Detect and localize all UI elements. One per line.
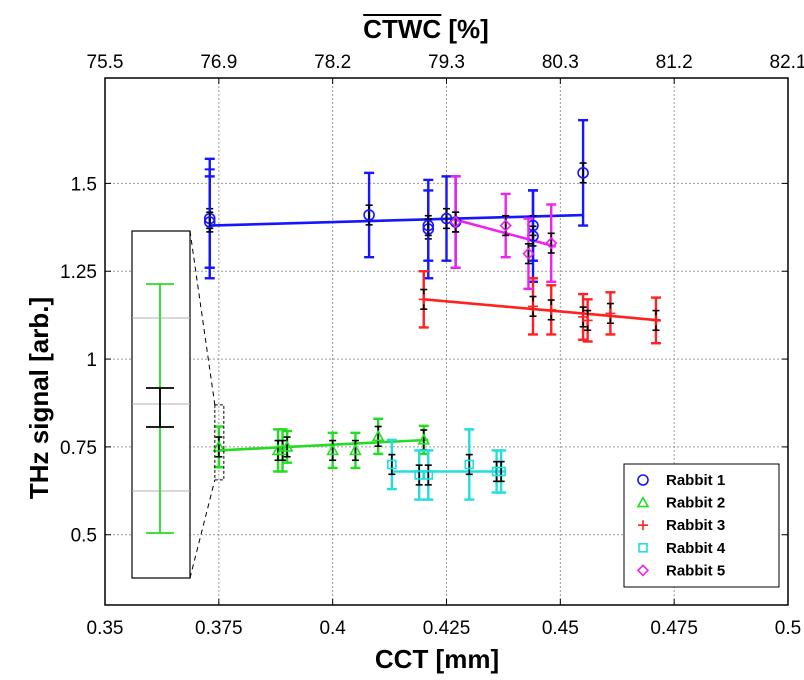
inset-source-box bbox=[214, 404, 225, 481]
legend: Rabbit 1 Rabbit 2 Rabbit 3 Rabbit 4 Rabbit 5 bbox=[623, 463, 780, 588]
top-tick-label: 81.2 bbox=[656, 52, 693, 73]
x-tick-label: 0.4 bbox=[319, 618, 346, 639]
rabbit-1-point bbox=[577, 167, 589, 179]
rabbit-2-point bbox=[280, 440, 294, 452]
y-tick-label: 1 bbox=[86, 350, 97, 371]
rabbit-5-legend-marker bbox=[636, 564, 650, 577]
x-tick-label: 0.475 bbox=[650, 618, 698, 639]
rabbit-2-point bbox=[212, 440, 226, 452]
x-tick-label: 0.45 bbox=[542, 618, 579, 639]
top-tick-label: 76.9 bbox=[200, 52, 237, 73]
top-axis-label-unit: [%] bbox=[441, 14, 489, 44]
rabbit-2-point bbox=[417, 433, 431, 445]
rabbit-3-point bbox=[650, 315, 661, 326]
rabbit-5-point bbox=[545, 236, 558, 250]
rabbit-4-point bbox=[414, 470, 424, 480]
rabbit-1-legend-label: Rabbit 1 bbox=[666, 472, 725, 489]
tick-labels: 0.35 0.375 0.4 0.425 0.45 0.475 0.5 75.5 76.9 78.… bbox=[60, 52, 804, 639]
rabbit-2-point bbox=[326, 443, 340, 456]
y-tick-label: 0.5 bbox=[71, 526, 97, 547]
rabbit-3-point bbox=[418, 294, 429, 305]
fit-lines bbox=[209, 213, 661, 473]
y-axis-label: THz signal [arb.] bbox=[24, 297, 54, 499]
rabbit-4-point bbox=[496, 466, 506, 477]
rabbit-5-point bbox=[522, 247, 535, 260]
rabbit-4-point bbox=[387, 459, 397, 470]
rabbit-3-fit-line bbox=[423, 298, 661, 322]
rabbit-3-point bbox=[546, 304, 557, 315]
rabbit-3-series bbox=[418, 270, 661, 345]
rabbit-1-point bbox=[422, 219, 435, 232]
rabbit-2-series bbox=[212, 417, 431, 473]
rabbit-1-legend-marker bbox=[637, 474, 649, 486]
rabbit-2-point bbox=[276, 443, 289, 456]
x-axis-label: CCT [mm] bbox=[375, 644, 499, 674]
top-tick-label: 80.3 bbox=[542, 52, 579, 73]
rabbit-5-point bbox=[449, 215, 462, 229]
x-tick-label: 0.375 bbox=[195, 618, 243, 639]
inset-connector-bottom bbox=[189, 479, 216, 579]
inset-connector-top bbox=[189, 230, 216, 405]
rabbit-2-point bbox=[349, 443, 362, 456]
rabbit-5-series bbox=[449, 175, 558, 290]
x-tick-label: 0.35 bbox=[87, 618, 124, 639]
inset-zoom bbox=[131, 230, 225, 579]
y-tick-label: 1.5 bbox=[71, 174, 97, 195]
top-tick-label: 78.2 bbox=[314, 52, 351, 73]
rabbit-4-point bbox=[423, 470, 434, 480]
rabbit-2-legend-marker bbox=[636, 495, 650, 508]
legend-box bbox=[623, 463, 780, 588]
rabbit-5-point bbox=[499, 219, 512, 232]
top-axis-label-main: CTWC bbox=[363, 14, 441, 44]
rabbit-4-series bbox=[386, 428, 507, 501]
rabbit-5-fit-line bbox=[450, 217, 557, 248]
rabbit-1-point bbox=[203, 216, 216, 228]
rabbit-1-fit-line bbox=[209, 213, 584, 227]
rabbit-2-fit-line bbox=[218, 438, 429, 452]
top-axis-label: CTWC [%] bbox=[363, 14, 489, 44]
y-tick-label: 0.75 bbox=[60, 438, 97, 459]
rabbit-3-legend-label: Rabbit 3 bbox=[666, 517, 725, 534]
rabbit-3-legend-marker bbox=[638, 520, 648, 531]
rabbit-5-legend-label: Rabbit 5 bbox=[666, 562, 725, 579]
x-tick-label: 0.5 bbox=[775, 618, 801, 639]
rabbit-1-point bbox=[363, 209, 375, 221]
rabbit-4-point bbox=[464, 459, 475, 470]
rabbit-2-point bbox=[371, 429, 385, 442]
top-tick-label: 82.1 bbox=[770, 52, 804, 73]
rabbit-4-legend-marker bbox=[638, 542, 648, 553]
data-points bbox=[203, 118, 661, 501]
y-tick-label: 1.25 bbox=[60, 262, 97, 283]
top-tick-label: 75.5 bbox=[87, 52, 124, 73]
rabbit-4-legend-label: Rabbit 4 bbox=[666, 540, 726, 557]
rabbit-3-point bbox=[528, 301, 539, 312]
rabbit-2-legend-label: Rabbit 2 bbox=[666, 495, 725, 512]
rabbit-3-point bbox=[582, 315, 593, 326]
top-tick-label: 79.3 bbox=[428, 52, 465, 73]
rabbit-3-point bbox=[605, 308, 616, 319]
x-tick-label: 0.425 bbox=[423, 618, 471, 639]
